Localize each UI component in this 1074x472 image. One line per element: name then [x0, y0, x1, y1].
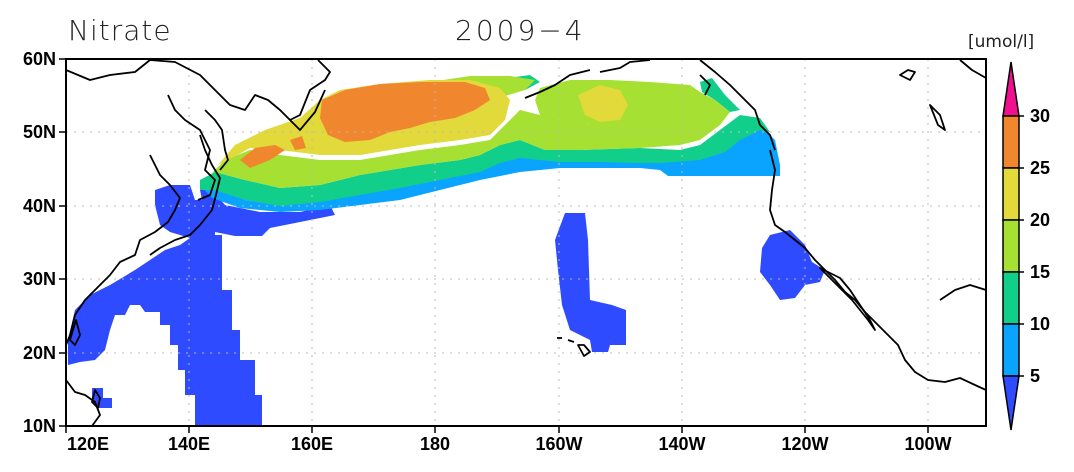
colorbar-label: 30 — [1030, 106, 1050, 126]
colorbar-top-arrow — [1002, 61, 1020, 117]
map-title-date: 2009−4 — [455, 14, 586, 47]
y-tick-label: 50N — [23, 122, 56, 142]
x-tick-label: 140E — [168, 434, 210, 454]
x-axis-labels: 120E 140E 160E 180 160W 140W 120W 100W — [67, 434, 952, 454]
y-tick-label: 60N — [23, 49, 56, 69]
colorbar-label: 5 — [1030, 366, 1040, 386]
y-tick-label: 10N — [23, 416, 56, 436]
y-tick-label: 40N — [23, 196, 56, 216]
colorbar-segment-25-30 — [1002, 115, 1020, 169]
nitrate-band-lt5-west — [68, 185, 262, 426]
nitrate-band-5-10 — [200, 125, 780, 212]
colorbar-label: 15 — [1030, 262, 1050, 282]
colorbar-label: 25 — [1030, 158, 1050, 178]
y-tick-label: 30N — [23, 269, 56, 289]
nitrate-band-10-15 — [200, 75, 770, 206]
colorbar-label: 10 — [1030, 314, 1050, 334]
colorbar-unit-label: [umol/l] — [968, 32, 1035, 52]
nitrate-band-lt5-central — [555, 213, 626, 352]
x-tick-label: 120W — [781, 434, 828, 454]
y-tick-label: 20N — [23, 343, 56, 363]
colorbar — [1002, 61, 1024, 431]
colorbar-segment-5-10 — [1002, 323, 1020, 377]
x-tick-label: 160W — [535, 434, 582, 454]
x-tick-label: 160E — [291, 434, 333, 454]
map-title-variable: Nitrate — [68, 14, 172, 47]
x-tick-label: 120E — [67, 434, 109, 454]
nitrate-band-lt5-east — [760, 230, 825, 300]
x-tick-label: 180 — [420, 434, 450, 454]
colorbar-segment-15-20 — [1002, 219, 1020, 273]
x-tick-label: 100W — [904, 434, 951, 454]
axis-ticks — [59, 58, 929, 433]
y-axis-labels: 10N 20N 30N 40N 50N 60N — [23, 49, 56, 436]
colorbar-segment-20-25 — [1002, 167, 1020, 221]
colorbar-labels: 30 25 20 15 10 5 — [1030, 106, 1050, 386]
map-gridlines — [66, 59, 986, 426]
map-frame — [65, 58, 987, 427]
map-plot-area — [66, 59, 986, 426]
nitrate-band-25-30 — [240, 82, 490, 168]
nitrate-band-lt5-front — [200, 190, 335, 236]
x-tick-label: 140W — [658, 434, 705, 454]
colorbar-bottom-arrow — [1002, 375, 1020, 431]
colorbar-segment-10-15 — [1002, 271, 1020, 325]
colorbar-label: 20 — [1030, 210, 1050, 230]
coastlines — [66, 59, 986, 426]
